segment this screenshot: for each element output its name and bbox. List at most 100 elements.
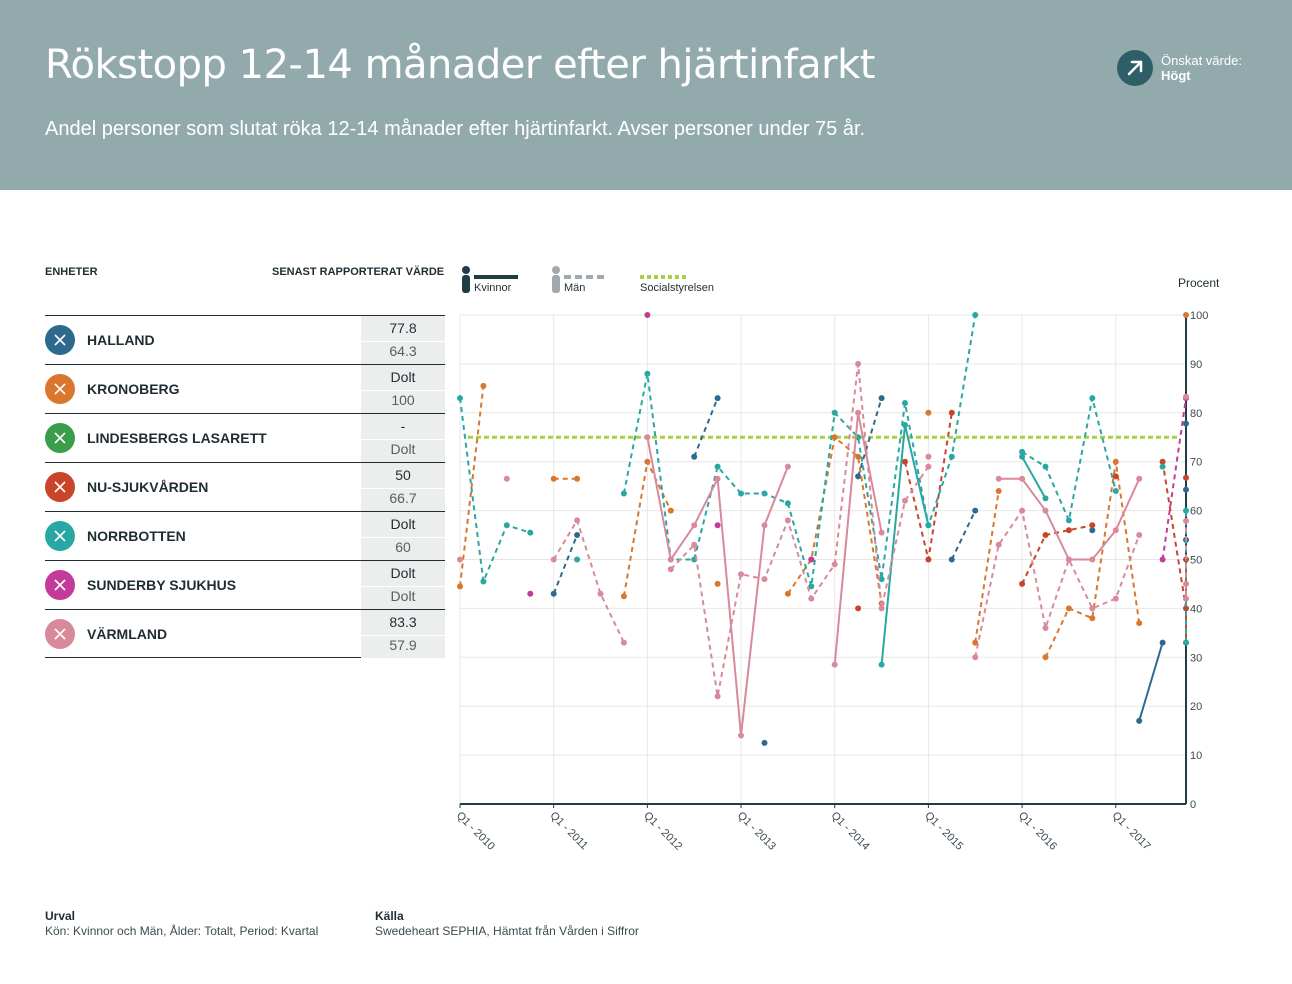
unit-value-kvinnor: Dolt (390, 516, 416, 532)
arrow-up-right-icon (1117, 50, 1153, 86)
data-point (691, 541, 698, 548)
desired-value-label: Önskat värde: (1161, 53, 1242, 68)
x-tick-label: Q1 - 2010 (454, 810, 497, 853)
kalla-heading: Källa (375, 909, 404, 923)
unit-value-kvinnor: - (400, 418, 406, 434)
y-tick-label: 70 (1190, 457, 1202, 469)
unit-name: NORRBOTTEN (87, 528, 186, 544)
data-point (995, 541, 1002, 548)
y-tick-label: 30 (1190, 652, 1202, 664)
series-line (974, 509, 1141, 658)
page-subtitle: Andel personer som slutat röka 12-14 mån… (45, 118, 866, 140)
data-point (1112, 595, 1119, 602)
unit-name: KRONOBERG (87, 381, 180, 397)
data-point (1042, 463, 1049, 470)
unit-row[interactable]: HALLAND 77.8 64.3 (45, 315, 445, 364)
unit-row[interactable]: KRONOBERG Dolt 100 (45, 364, 445, 413)
unit-latest-values: 83.3 57.9 (361, 610, 445, 658)
unit-latest-values: Dolt 60 (361, 512, 445, 560)
data-point (597, 590, 604, 597)
data-point (714, 580, 721, 587)
data-point (972, 312, 979, 318)
units-heading: ENHETER (45, 266, 98, 278)
x-tick-label: Q1 - 2017 (1110, 810, 1153, 853)
y-axis-label: Procent (1178, 276, 1220, 290)
data-point (761, 576, 768, 583)
unit-row[interactable]: NORRBOTTEN Dolt 60 (45, 511, 445, 560)
data-point (761, 490, 768, 497)
data-point (574, 532, 581, 538)
data-point (878, 576, 885, 583)
unit-value-man: Dolt (390, 441, 416, 457)
x-tick-label: Q1 - 2013 (735, 810, 778, 853)
series-norrbotten-kvinnor (878, 422, 1049, 668)
data-point (1019, 475, 1026, 482)
data-point (878, 605, 885, 612)
data-point (550, 590, 557, 597)
remove-unit-icon[interactable] (45, 570, 75, 600)
series-line (552, 534, 579, 595)
unit-name: HALLAND (87, 332, 155, 348)
data-point (667, 556, 674, 563)
series-line (1021, 456, 1047, 499)
data-point (574, 517, 581, 524)
data-point (738, 490, 744, 497)
data-point (1089, 615, 1096, 622)
data-point (855, 473, 862, 480)
data-point (691, 522, 698, 529)
data-point (738, 732, 744, 739)
data-point (1183, 595, 1189, 602)
data-point (995, 475, 1002, 482)
data-point (831, 661, 838, 668)
remove-unit-icon[interactable] (45, 619, 75, 649)
unit-row[interactable]: NU-SJUKVÅRDEN 50 66.7 (45, 462, 445, 511)
data-point (667, 566, 674, 573)
series-line (1021, 397, 1117, 522)
unit-list: HALLAND 77.8 64.3 KRONOBERG Dolt 100 LINDESBER… (45, 315, 445, 658)
data-point (550, 475, 557, 482)
unit-value-man: 60 (395, 539, 411, 555)
data-point (784, 590, 791, 597)
unit-value-man: 57.9 (389, 637, 417, 653)
header-banner: Rökstopp 12-14 månader efter hjärtinfark… (0, 0, 1292, 190)
remove-unit-icon[interactable] (45, 325, 75, 355)
series-kronoberg-man (457, 312, 1189, 661)
unit-name: SUNDERBY SJUKHUS (87, 577, 237, 593)
y-tick-label: 100 (1190, 310, 1208, 322)
series-line (693, 397, 719, 458)
unit-value-man: 64.3 (389, 343, 417, 359)
unit-value-kvinnor: 77.8 (389, 320, 417, 336)
data-point (1183, 639, 1189, 646)
data-point (644, 458, 651, 465)
data-point (714, 522, 721, 529)
unit-latest-values: Dolt 100 (361, 365, 445, 413)
data-point (1136, 620, 1143, 627)
data-point (878, 661, 885, 668)
data-point (948, 409, 955, 416)
data-point (1042, 507, 1049, 514)
y-tick-label: 20 (1190, 701, 1202, 713)
data-point (855, 409, 862, 416)
unit-value-kvinnor: 50 (395, 467, 411, 483)
series-line (1021, 524, 1093, 585)
data-point (1019, 580, 1026, 587)
unit-row[interactable]: SUNDERBY SJUKHUS Dolt Dolt (45, 560, 445, 609)
remove-unit-icon[interactable] (45, 374, 75, 404)
data-point (1183, 312, 1189, 318)
data-point (503, 522, 510, 529)
data-point (972, 507, 979, 514)
unit-name: NU-SJUKVÅRDEN (87, 479, 209, 495)
unit-row[interactable]: LINDESBERGS LASARETT - Dolt (45, 413, 445, 462)
data-point (1089, 605, 1096, 612)
data-point (855, 605, 862, 612)
remove-unit-icon[interactable] (45, 521, 75, 551)
unit-value-man: 100 (391, 392, 415, 408)
remove-unit-icon[interactable] (45, 472, 75, 502)
unit-row[interactable]: VÄRMLAND 83.3 57.9 (45, 609, 445, 658)
data-point (1019, 453, 1026, 460)
remove-unit-icon[interactable] (45, 423, 75, 453)
urval-text: Kön: Kvinnor och Män, Ålder: Totalt, Per… (45, 924, 319, 938)
data-point (620, 593, 627, 600)
data-point (831, 409, 838, 416)
data-point (1112, 527, 1119, 534)
